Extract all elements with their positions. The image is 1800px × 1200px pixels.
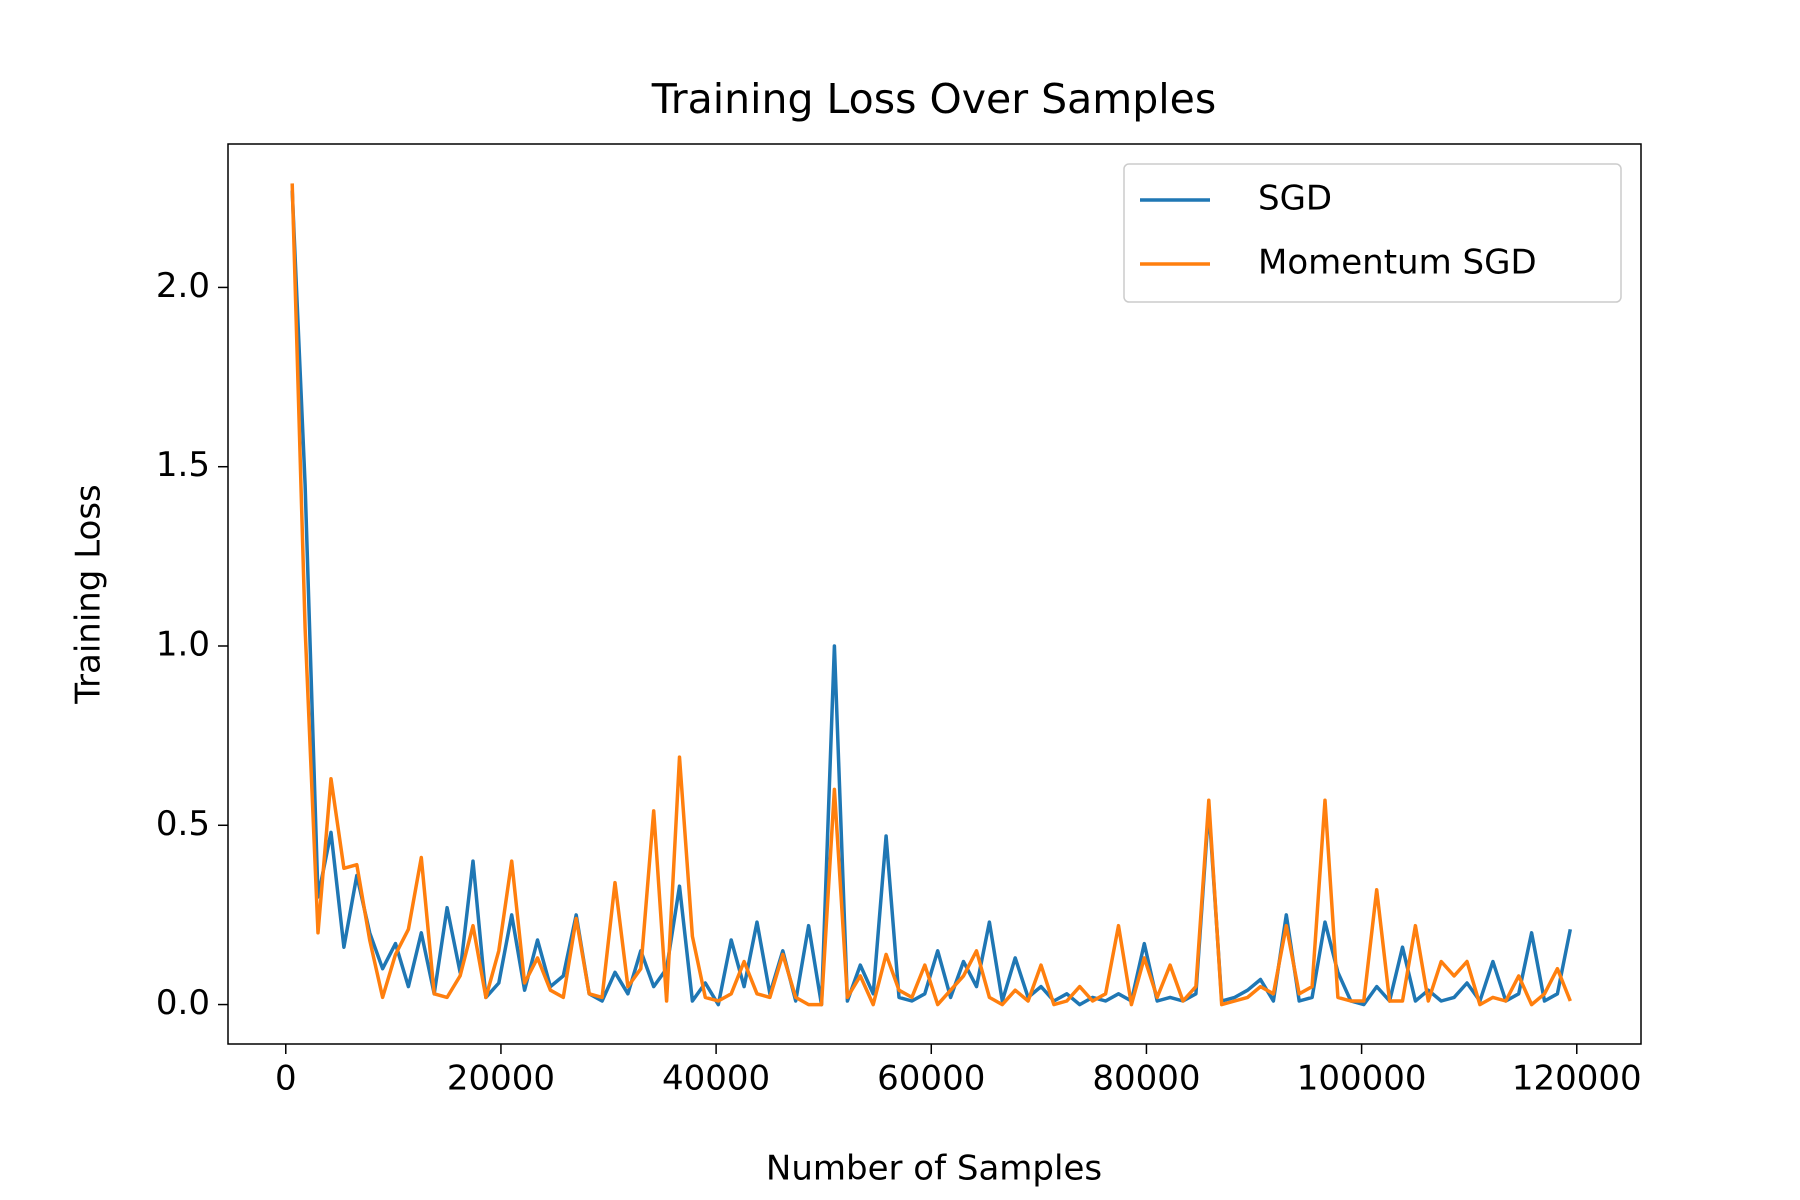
legend-label: Momentum SGD: [1258, 243, 1537, 283]
legend-label: SGD: [1258, 179, 1332, 219]
x-tick-label: 100000: [1297, 1059, 1427, 1099]
x-tick-label: 40000: [662, 1059, 770, 1099]
x-tick-label: 60000: [877, 1059, 985, 1099]
line-series: [290, 183, 1572, 1007]
legend-box: [1123, 163, 1622, 303]
x-axis-label: Number of Samples: [766, 1149, 1102, 1189]
chart-title: Training Loss Over Samples: [651, 75, 1217, 123]
y-tick-label: 0.0: [156, 983, 210, 1023]
y-tick-label: 2.0: [156, 266, 210, 306]
x-tick-label: 120000: [1512, 1059, 1642, 1099]
x-tick-label: 0: [275, 1059, 297, 1099]
x-tick-label: 20000: [447, 1059, 555, 1099]
plot-frame: [227, 143, 1642, 1045]
y-axis-label: Training Loss: [69, 484, 109, 705]
y-tick-label: 0.5: [156, 804, 210, 844]
y-tick-label: 1.5: [156, 445, 210, 485]
line-series: [290, 190, 1573, 1007]
x-tick-label: 80000: [1092, 1059, 1200, 1099]
y-tick-label: 1.0: [156, 624, 210, 664]
